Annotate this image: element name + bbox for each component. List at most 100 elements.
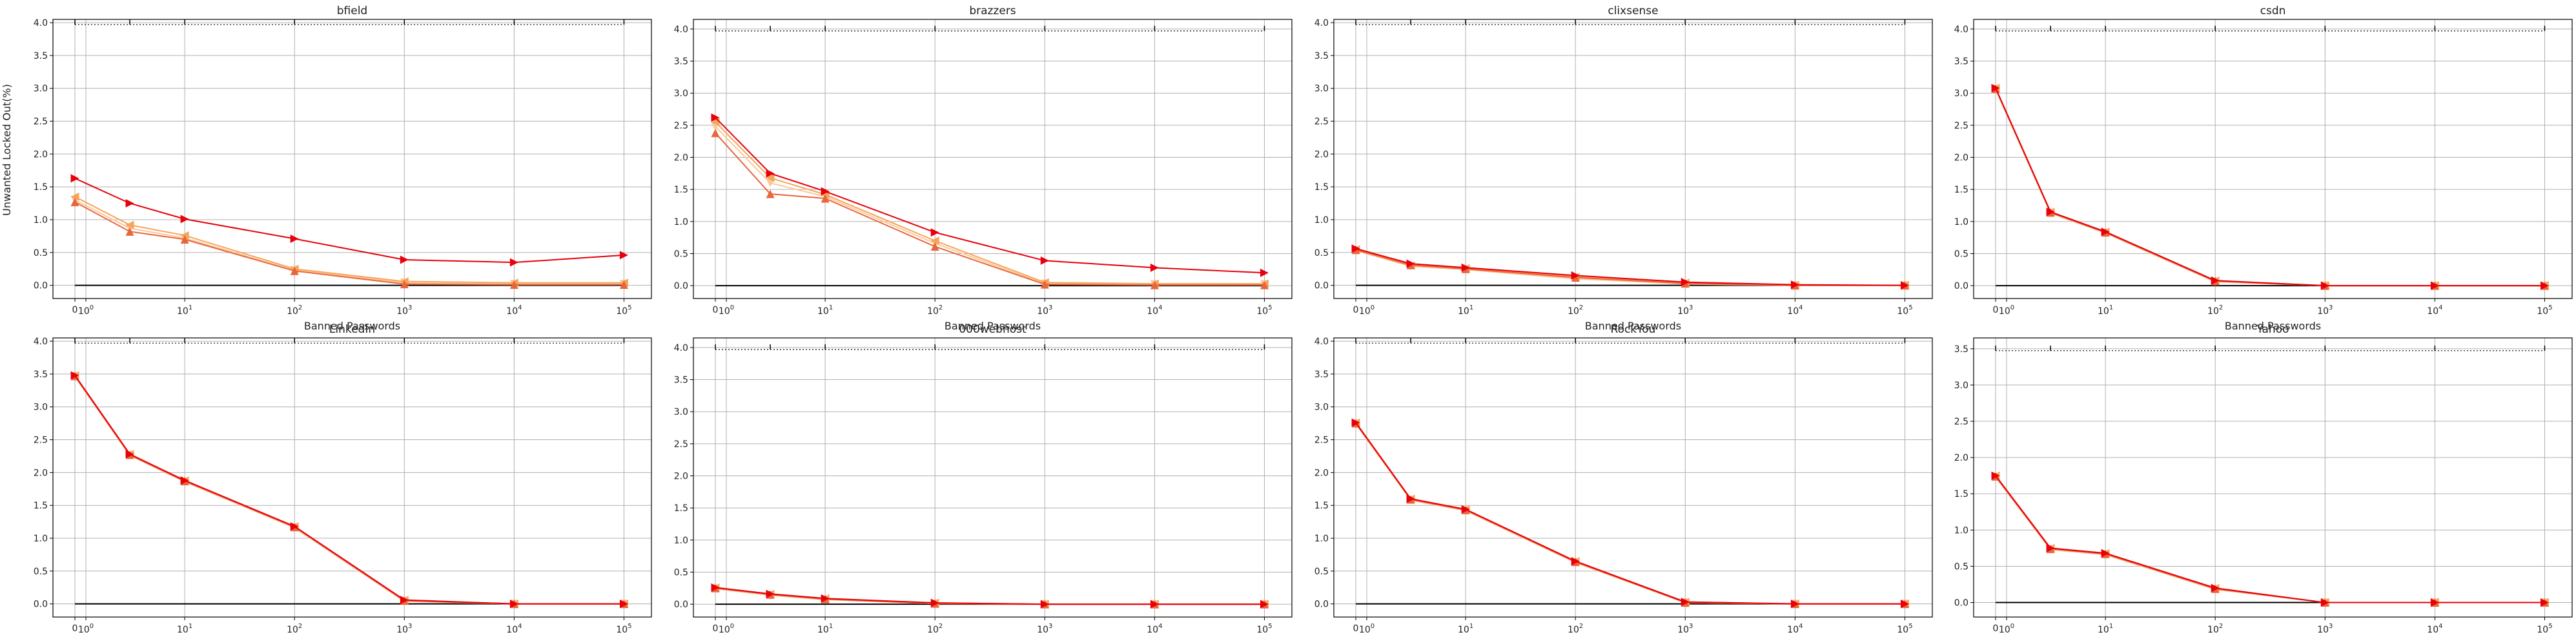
- data-point-marker: [821, 194, 830, 203]
- x-tick-label: 102: [287, 623, 302, 635]
- series-line: [74, 201, 624, 286]
- x-tick-label: 105: [616, 623, 631, 635]
- data-point-marker: [1681, 278, 1690, 287]
- data-point-marker: [2101, 549, 2110, 558]
- data-point-marker: [509, 258, 518, 267]
- y-tick-label: 3.5: [1954, 344, 1968, 355]
- y-tick-label: 0.0: [674, 600, 688, 610]
- data-point-marker: [290, 266, 299, 275]
- data-point-marker: [1790, 600, 1799, 609]
- series-line: [715, 121, 1265, 285]
- x-tick-label: 101: [1458, 623, 1473, 635]
- data-point-marker: [766, 169, 775, 178]
- data-point-marker: [1150, 600, 1159, 609]
- data-point-marker: [619, 600, 628, 609]
- y-tick-label: 3.5: [674, 57, 688, 67]
- data-point-marker: [1351, 418, 1360, 427]
- x-tick-label: 101: [2098, 623, 2113, 635]
- data-point-marker: [1571, 557, 1580, 566]
- x-tick-label: 105: [2537, 623, 2552, 635]
- y-tick-label: 0.5: [674, 567, 688, 578]
- y-tick-label: 1.5: [1954, 489, 1968, 499]
- chart-panel-1: 0.0 0.5 1.0 1.5 2.0 2.5 3.0 3.5 4.0 0 100 101 102 103…: [34, 5, 652, 332]
- data-point-marker: [1040, 256, 1049, 265]
- x-tick-label: 103: [1677, 623, 1693, 635]
- chart-panel-5: 0.0 0.5 1.0 1.5 2.0 2.5 3.0 3.5 4.0 0 100 101 102 103…: [34, 323, 652, 639]
- plot-frame: [693, 19, 1293, 299]
- data-point-marker: [400, 280, 409, 289]
- x-tick-label: 105: [2537, 304, 2552, 317]
- series-line: [715, 587, 1265, 605]
- y-tick-label: 0.5: [1314, 567, 1329, 577]
- chart-title: bfield: [337, 5, 367, 17]
- y-tick-label: 1.5: [1314, 182, 1329, 193]
- series-line: [74, 178, 624, 264]
- x-tick-label: 103: [2317, 623, 2333, 635]
- chart-title: LinkedIn: [329, 323, 375, 336]
- plot-frame: [52, 337, 652, 618]
- y-tick-label: 4.0: [674, 25, 688, 35]
- y-tick-label: 4.0: [1314, 18, 1329, 28]
- x-tick-label: 103: [2317, 304, 2333, 317]
- plot-frame: [52, 19, 652, 299]
- y-tick-label: 3.0: [34, 403, 48, 413]
- data-point-marker: [766, 189, 775, 198]
- x-tick-label: 0: [1993, 623, 1999, 634]
- y-tick-label: 2.0: [1954, 453, 1968, 463]
- plot-frame: [693, 337, 1293, 618]
- x-tick-label: 0: [72, 305, 78, 315]
- y-tick-label: 2.0: [1954, 153, 1968, 163]
- x-tick-label: 101: [2098, 304, 2113, 317]
- plot-frame: [1333, 19, 1933, 299]
- data-point-marker: [1260, 280, 1269, 289]
- data-point-marker: [821, 187, 830, 196]
- y-tick-label: 3.5: [1314, 51, 1329, 61]
- x-tick-label: 104: [1787, 304, 1803, 317]
- y-tick-label: 3.5: [1314, 370, 1329, 380]
- data-point-marker: [1040, 600, 1049, 609]
- data-point-marker: [1406, 259, 1415, 268]
- x-tick-label: 0: [72, 623, 78, 634]
- plot-frame: [1333, 337, 1933, 618]
- data-point-marker: [821, 594, 830, 603]
- plot-frame: [1973, 337, 2573, 618]
- y-tick-label: 0.0: [1954, 598, 1968, 609]
- x-tick-label: 0: [1353, 623, 1359, 634]
- x-tick-label: 104: [2427, 623, 2442, 635]
- x-tick-label: 103: [1037, 623, 1052, 635]
- y-tick-label: 1.5: [34, 501, 48, 511]
- y-tick-label: 2.0: [34, 468, 48, 478]
- data-point-marker: [1461, 263, 1470, 272]
- y-tick-label: 0.5: [34, 248, 48, 258]
- x-tick-label: 0: [713, 623, 719, 634]
- y-tick-label: 1.0: [1954, 525, 1968, 536]
- y-tick-label: 0.5: [674, 249, 688, 259]
- data-point-marker: [766, 173, 775, 182]
- plot-frame: [1973, 19, 2573, 299]
- chart-panel-6: 0.0 0.5 1.0 1.5 2.0 2.5 3.0 3.5 4.0 0 100 101 102 103…: [674, 323, 1293, 639]
- y-tick-label: 1.0: [34, 534, 48, 544]
- y-tick-label: 3.5: [674, 375, 688, 386]
- y-tick-label: 4.0: [674, 343, 688, 353]
- data-point-marker: [930, 236, 939, 246]
- data-point-marker: [70, 371, 79, 380]
- y-tick-label: 4.0: [1954, 25, 1968, 35]
- x-tick-label: 101: [1458, 304, 1473, 317]
- x-tick-label: 104: [506, 304, 522, 317]
- series-line: [1995, 89, 2545, 287]
- chart-title: RockYou: [1611, 323, 1656, 336]
- data-point-marker: [125, 450, 134, 459]
- chart-title: Yahoo: [2256, 323, 2289, 336]
- series-line: [1355, 423, 1905, 605]
- data-point-marker: [400, 596, 409, 605]
- data-point-marker: [2540, 598, 2549, 607]
- data-point-marker: [2046, 207, 2055, 216]
- y-tick-label: 2.0: [34, 149, 48, 160]
- y-tick-label: 0.0: [674, 281, 688, 291]
- data-point-marker: [1900, 600, 1909, 609]
- x-axis-label: Banned Passwords: [945, 320, 1041, 332]
- data-point-marker: [180, 235, 189, 244]
- data-point-marker: [180, 476, 189, 485]
- data-point-marker: [2046, 543, 2055, 552]
